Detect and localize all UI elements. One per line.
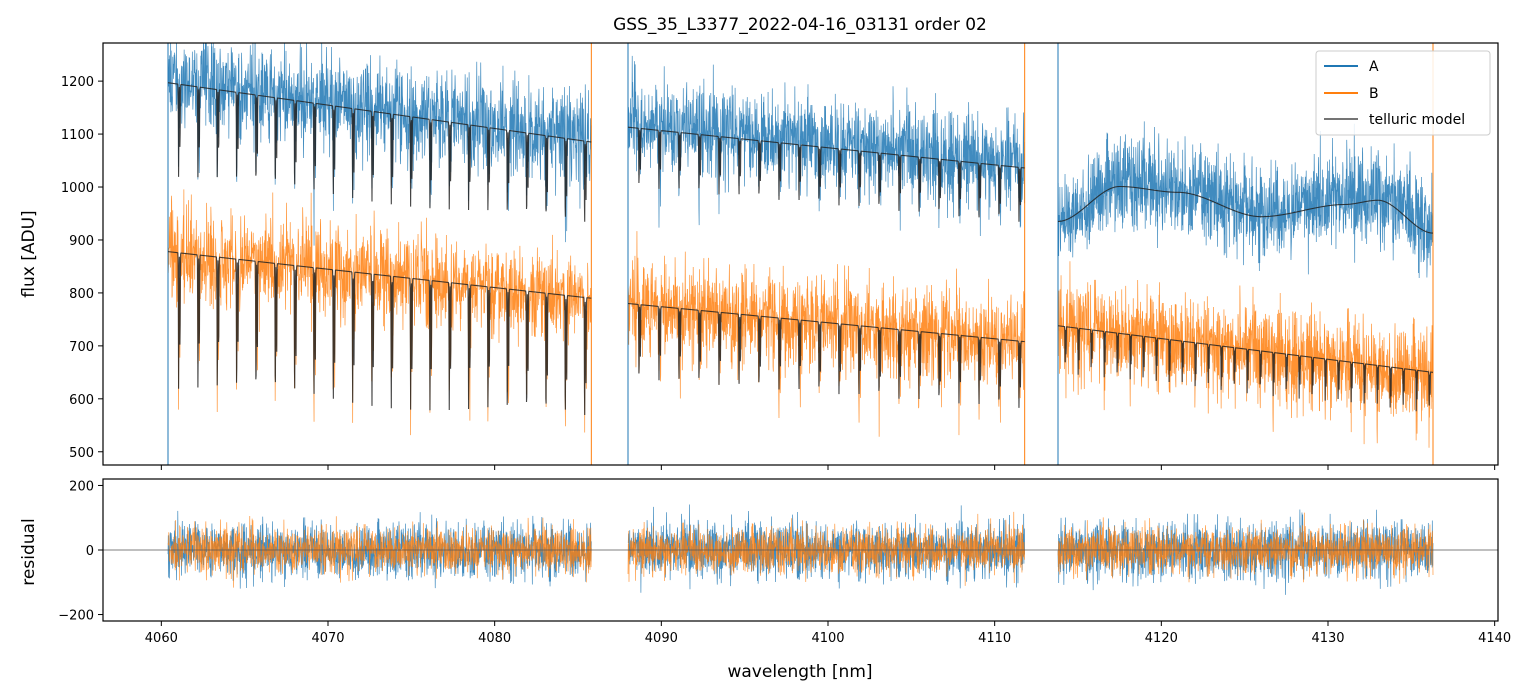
- series-B-residual-segment-2: [627, 511, 1026, 586]
- residual-x-ticks: 4060 4070 4080 4090 4100 4110 4120 4130 4140: [145, 621, 1511, 646]
- legend-entry-B: B: [1324, 86, 1379, 102]
- flux-y-tick-label: 700: [69, 340, 94, 355]
- series-A-flux-segment-2: [627, 55, 1026, 237]
- flux-y-tick-label: 800: [69, 287, 94, 302]
- flux-axes-frame: [102, 42, 1499, 466]
- series-A-flux-segment-3: [1057, 121, 1434, 279]
- residual-data-series: [103, 504, 1498, 595]
- telluric-model-B-segment-3: [1057, 325, 1434, 412]
- legend-label-telluric-model: telluric model: [1369, 112, 1465, 128]
- x-tick-label: 4120: [1145, 631, 1178, 646]
- legend: A B telluric model: [1315, 50, 1491, 136]
- flux-x-ticks: [160, 465, 1496, 470]
- x-tick-label: 4100: [811, 631, 844, 646]
- residual-y-tick-label: −200: [58, 609, 94, 624]
- legend-box: [1315, 50, 1491, 136]
- series-B-residual-segment-3: [1057, 512, 1434, 584]
- telluric-model-A-segment-2: [627, 126, 1025, 222]
- flux-y-tick-label: 1100: [61, 128, 94, 143]
- legend-entry-telluric-model: telluric model: [1324, 112, 1465, 128]
- telluric-model-A-segment-3: [1058, 185, 1434, 234]
- flux-y-axis-label: flux [ADU]: [19, 210, 39, 297]
- flux-y-tick-label: 500: [69, 446, 94, 461]
- residual-y-tick-label: 200: [69, 479, 94, 494]
- flux-y-tick-label: 600: [69, 393, 94, 408]
- telluric-model-B-segment-1: [167, 251, 592, 415]
- chart-title: GSS_35_L3377_2022-04-16_03131 order 02: [613, 15, 987, 35]
- residual-y-ticks: −200 0 200: [58, 479, 103, 624]
- x-tick-label: 4110: [978, 631, 1011, 646]
- series-B-flux-segment-3: [1057, 261, 1434, 448]
- x-tick-label: 4130: [1311, 631, 1344, 646]
- telluric-model-lines: [167, 82, 1434, 415]
- legend-entry-A: A: [1324, 59, 1379, 75]
- legend-label-A: A: [1369, 59, 1379, 75]
- x-tick-label: 4060: [145, 631, 178, 646]
- series-A-flux-segment-1: [167, 43, 592, 246]
- residual-panel: −200 0 200 4060 4070 4080 4090 4100 4110 4120 413…: [19, 478, 1511, 682]
- flux-y-tick-label: 1200: [61, 75, 94, 90]
- series-B-flux-segment-2: [627, 231, 1026, 437]
- telluric-model-A-segment-1: [167, 82, 592, 222]
- series-B-residual: [167, 511, 1434, 588]
- flux-panel: 500 600 700 800 900 1000 1100 1200 flux [ADU] A…: [19, 42, 1499, 470]
- series-B-residual-segment-1: [167, 516, 592, 588]
- x-tick-label: 4070: [311, 631, 344, 646]
- flux-y-ticks: 500 600 700 800 900 1000 1100 1200: [61, 75, 103, 461]
- x-axis-label: wavelength [nm]: [727, 662, 872, 682]
- telluric-model-B-segment-2: [627, 302, 1025, 408]
- flux-data-series: [167, 43, 1434, 465]
- x-tick-label: 4090: [645, 631, 678, 646]
- x-tick-label: 4080: [478, 631, 511, 646]
- legend-label-B: B: [1369, 86, 1379, 102]
- residual-y-axis-label: residual: [19, 518, 39, 585]
- residual-y-tick-label: 0: [86, 544, 94, 559]
- flux-y-tick-label: 900: [69, 234, 94, 249]
- x-tick-label: 4140: [1478, 631, 1511, 646]
- flux-y-tick-label: 1000: [61, 181, 94, 196]
